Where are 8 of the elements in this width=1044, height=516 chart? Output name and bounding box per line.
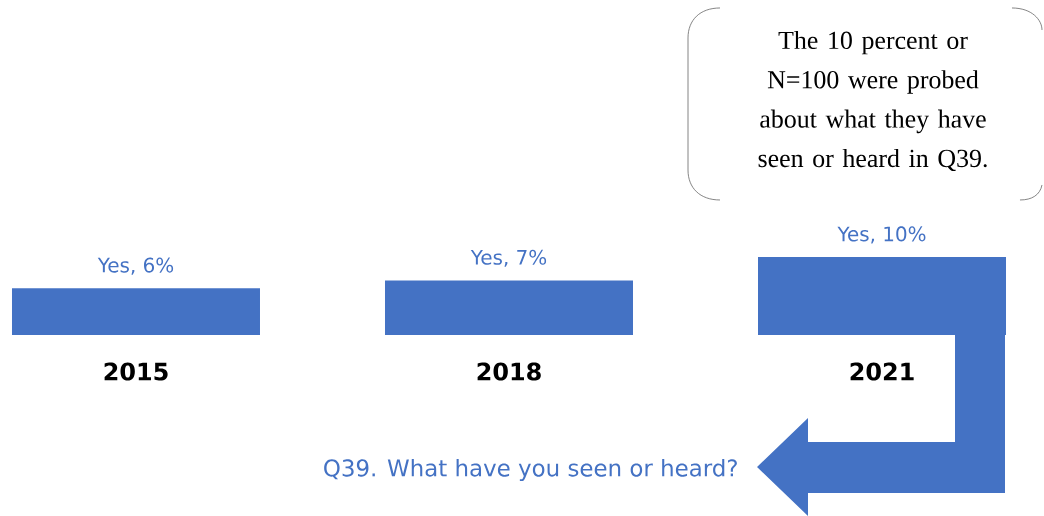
text: The 10 percent or N=100 were probed about what they have seen or heard in Q39. <box>758 30 987 172</box>
data-label: Yes, 10% <box>837 226 926 244</box>
data-label: Yes, 6% <box>97 257 174 275</box>
x-tick-label: 2018 <box>477 362 541 381</box>
data-label: Yes, 7% <box>470 249 547 267</box>
x-tick-label: 2015 <box>104 362 168 381</box>
text: Q39. What have you seen or heard? <box>324 458 737 482</box>
x-tick-label: 2021 <box>850 362 914 381</box>
